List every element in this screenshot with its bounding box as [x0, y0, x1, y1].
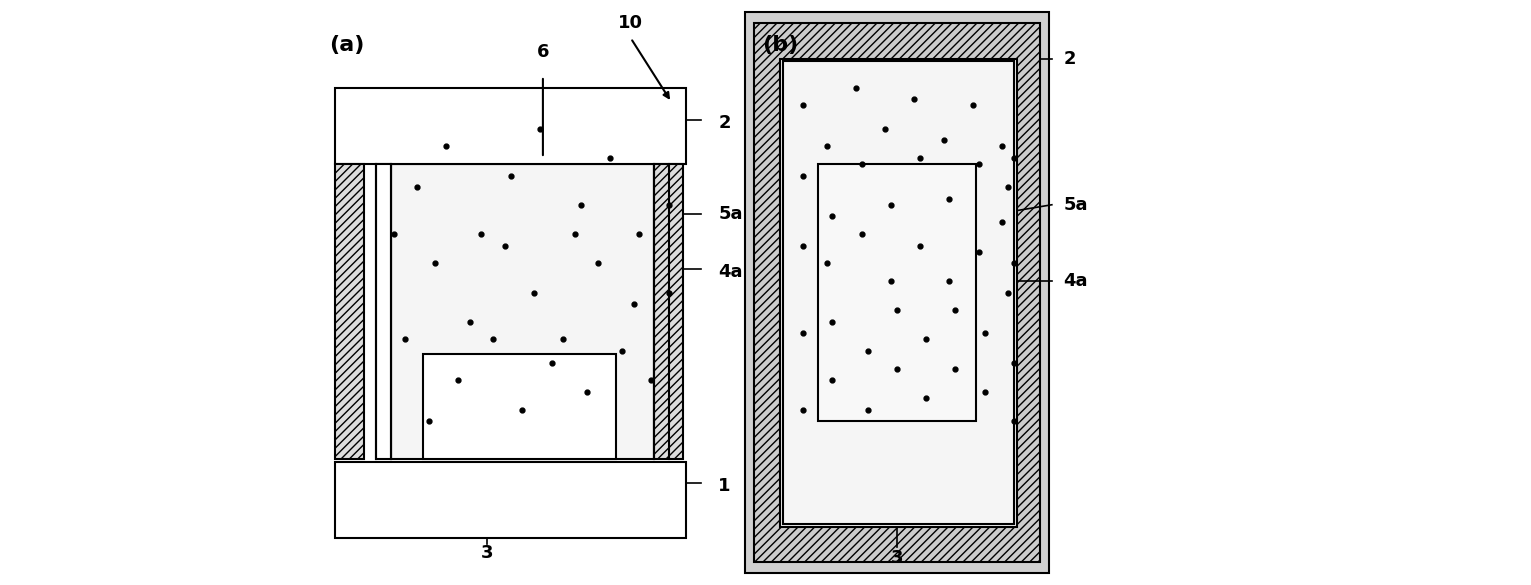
- FancyBboxPatch shape: [782, 61, 1014, 524]
- Text: 3: 3: [481, 543, 493, 562]
- Text: 6: 6: [537, 43, 550, 61]
- FancyBboxPatch shape: [335, 462, 686, 538]
- Text: 5a: 5a: [1064, 196, 1089, 214]
- Text: 2: 2: [1064, 50, 1076, 67]
- FancyBboxPatch shape: [423, 354, 615, 459]
- FancyBboxPatch shape: [335, 164, 364, 459]
- FancyBboxPatch shape: [377, 164, 390, 459]
- FancyBboxPatch shape: [335, 88, 686, 164]
- Text: (b): (b): [762, 35, 799, 55]
- FancyBboxPatch shape: [753, 23, 1040, 562]
- FancyBboxPatch shape: [818, 164, 975, 421]
- Text: 10: 10: [619, 14, 643, 32]
- Text: 1: 1: [718, 477, 730, 494]
- FancyBboxPatch shape: [744, 12, 1049, 573]
- Text: 2: 2: [718, 114, 730, 132]
- Text: 4a: 4a: [718, 263, 743, 281]
- FancyBboxPatch shape: [779, 58, 1017, 526]
- Text: 5a: 5a: [718, 205, 743, 222]
- Text: 3: 3: [891, 549, 903, 567]
- Text: 4a: 4a: [1064, 272, 1089, 290]
- Text: (a): (a): [329, 35, 364, 55]
- FancyBboxPatch shape: [390, 164, 654, 459]
- FancyBboxPatch shape: [654, 164, 683, 459]
